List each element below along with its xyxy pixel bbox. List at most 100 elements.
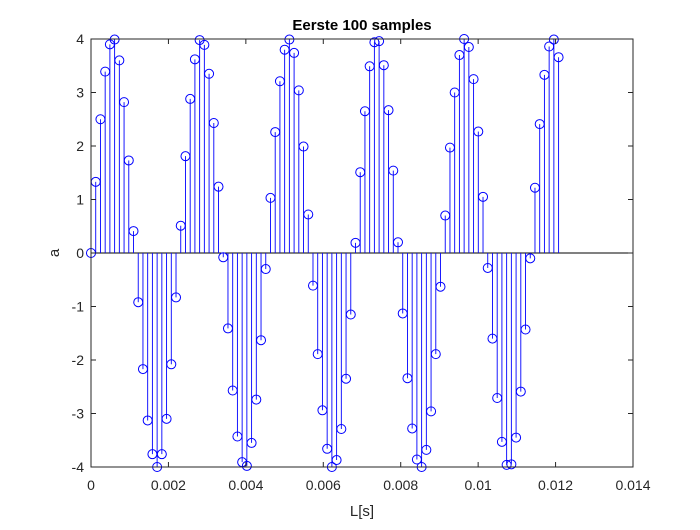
stem-marker [506,459,517,470]
y-tick-label: 4 [76,31,84,47]
chart-title: Eerste 100 samples [292,17,431,34]
y-tick-label: -2 [72,352,85,368]
stem-marker [175,220,186,231]
stem-marker [274,76,285,87]
stem-marker [171,292,182,303]
stem-marker [109,34,120,45]
x-tick-label: 0.006 [306,477,341,493]
stem-marker [411,454,422,465]
stem-marker [393,237,404,248]
stem-marker [364,61,375,72]
y-tick-label: 3 [76,85,84,101]
stem-marker [496,436,507,447]
stem-marker [246,437,257,448]
stem-marker [142,415,153,426]
stem-marker [539,69,550,80]
stem-marker [128,226,139,237]
stem-marker [388,165,399,176]
x-tick-label: 0.01 [465,477,492,493]
stem-marker [511,432,522,443]
stem-marker [284,34,295,45]
stem-marker [241,460,252,471]
stem-marker [553,52,564,63]
stem-marker [279,44,290,55]
stem-marker [270,127,281,138]
stem-marker [341,373,352,384]
x-tick-label: 0.004 [228,477,263,493]
stem-marker [137,364,148,375]
stem-marker [293,85,304,96]
stem-marker [166,359,177,370]
stem-marker [487,333,498,344]
y-tick-label: 0 [76,245,84,261]
stem-marker [123,155,134,166]
stem-marker [501,459,512,470]
stem-marker [256,335,267,346]
y-tick-label: -1 [72,299,85,315]
stem-marker [289,47,300,58]
stem-marker [397,308,408,319]
stem-marker [133,297,144,308]
stem-marker [421,444,432,455]
x-tick-label: 0.008 [383,477,418,493]
stem-marker [473,126,484,137]
stem-marker [355,167,366,178]
stem-marker [336,424,347,435]
stem-marker [492,392,503,403]
stem-marker [156,449,167,460]
stem-marker [402,373,413,384]
stem-marker [369,37,380,48]
stem-marker [463,42,474,53]
stem-marker [426,406,437,417]
stem-marker [227,385,238,396]
stem-marker [312,349,323,360]
stem-marker [525,253,536,264]
x-tick-label: 0.012 [538,477,573,493]
stem-marker [95,114,106,125]
y-tick-label: -3 [72,406,85,422]
stems-layer [95,39,560,467]
stem-marker [189,54,200,65]
stem-marker [359,106,370,117]
stem-marker [444,142,455,153]
stem-marker [180,151,191,162]
stem-marker [534,119,545,130]
stem-marker [454,50,465,61]
y-ticks-layer: -4 -3 -2 -1 0 1 2 3 4 [72,31,633,475]
y-tick-label: 2 [76,138,84,154]
stem-marker [529,182,540,193]
stem-marker [449,87,460,98]
stem-marker [468,74,479,85]
x-axis-label: L[s] [350,503,374,520]
stem-marker [520,324,531,335]
stem-marker [161,413,172,424]
x-tick-label: 0.002 [151,477,186,493]
stem-marker [119,97,130,108]
stem-marker [544,41,555,52]
stem-marker [482,262,493,273]
stem-marker [331,455,342,466]
stem-marker [515,386,526,397]
stem-marker [213,181,224,192]
stem-marker [303,209,314,220]
stem-marker [548,34,559,45]
stem-marker [378,60,389,71]
stem-marker [307,280,318,291]
x-tick-label: 0.014 [615,477,650,493]
stem-marker [100,66,111,77]
stem-marker [208,117,219,128]
x-tick-label: 0 [87,477,95,493]
x-ticks-layer: 0 0.002 0.004 0.006 0.008 0.01 0.012 0.014 [87,39,651,493]
stem-marker [478,191,489,202]
stem-marker [350,237,361,248]
stem-marker [317,405,328,416]
stem-marker [114,55,125,66]
stem-marker [298,141,309,152]
stem-marker [383,105,394,116]
stem-marker [265,192,276,203]
stem-marker [322,443,333,454]
stem-marker [260,264,271,275]
stem-marker [204,68,215,79]
